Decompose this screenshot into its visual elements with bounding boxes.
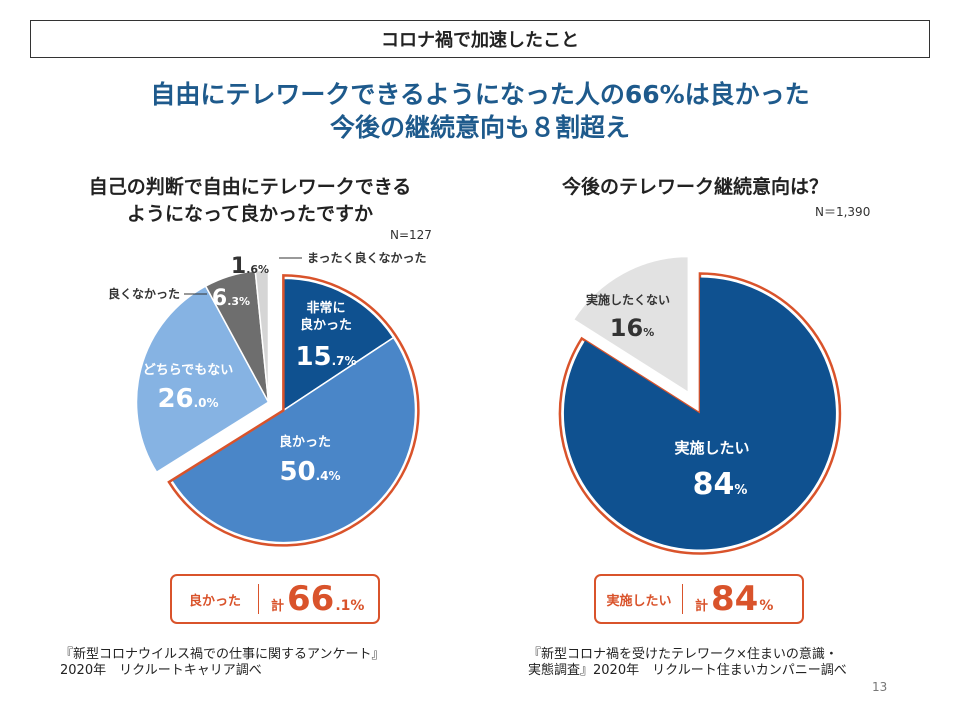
slice-value-very-bad: 1.6%: [231, 254, 269, 279]
slice-label-very-good: 非常に: [306, 300, 345, 316]
slice-value-good: 50.4%: [279, 457, 340, 487]
slice-label-yes: 実施したい: [674, 439, 749, 457]
page-number: 13: [872, 680, 888, 694]
left-pie-slice: [135, 285, 270, 474]
right-source-line2: 実態調査』2020年 リクルート住まいカンパニー調べ: [528, 663, 847, 678]
slice-value-yes: 84%: [693, 467, 748, 502]
right-summary-box: 実施したい 計 84 %: [594, 574, 804, 624]
left-sample-size: N=127: [390, 228, 432, 242]
left-chart-title: 自己の判断で自由にテレワークできる ようになって良かったですか: [30, 174, 470, 228]
left-summary-divider: [258, 584, 259, 614]
right-summary-int: 84: [711, 579, 759, 619]
left-source-line2: 2020年 リクルートキャリア調べ: [60, 663, 262, 678]
left-summary-kei: 計: [271, 599, 285, 614]
right-source-line1: 『新型コロナ禍を受けたテレワーク×住まいの意識・: [528, 647, 838, 662]
left-summary-int: 66: [287, 579, 335, 619]
left-summary-label: 良かった: [188, 593, 241, 609]
left-pie-chart: 非常に良かった15.7%良かった50.4%どちらでもない26.0%6.3%良くな…: [108, 250, 427, 547]
right-pie-slice: [563, 277, 836, 550]
slice-label-good: 良かった: [279, 434, 331, 450]
right-source-note: 『新型コロナ禍を受けたテレワーク×住まいの意識・ 実態調査』2020年 リクルー…: [528, 647, 847, 679]
slice-label-very-bad: まったく良くなかった: [307, 250, 427, 265]
right-summary-divider: [682, 584, 683, 614]
left-pie-slice: [170, 336, 417, 544]
left-chart-title-line1: 自己の判断で自由にテレワークできる: [88, 176, 412, 198]
slice-value-neutral: 26.0%: [157, 384, 218, 414]
slice-value-no: 16%: [610, 314, 654, 342]
slice-label-very-good: 良かった: [300, 317, 352, 333]
headline-line2: 今後の継続意向も８割超え: [329, 113, 630, 142]
left-source-line1: 『新型コロナウイルス禍での仕事に関するアンケート』: [60, 647, 385, 662]
right-summary-kei: 計: [695, 599, 709, 614]
left-source-note: 『新型コロナウイルス禍での仕事に関するアンケート』 2020年 リクルートキャリ…: [60, 647, 384, 679]
right-chart-title: 今後のテレワーク継続意向は？: [561, 176, 828, 198]
slice-value-bad: 6.3%: [212, 286, 250, 311]
section-banner: コロナ禍で加速したこと: [30, 20, 930, 58]
left-pie-highlight-outline: [167, 274, 420, 547]
slice-label-no: 実施したくない: [586, 292, 670, 307]
left-summary-box: 良かった 計 66 .1%: [170, 574, 380, 624]
slice-value-very-good: 15.7%: [295, 342, 356, 372]
headline: 自由にテレワークできるようになった人の66%は良かった 今後の継続意向も８割超え: [0, 78, 960, 144]
left-summary-total: 計 66 .1%: [259, 582, 364, 616]
right-summary-label: 実施したい: [606, 593, 672, 609]
right-pie-chart: 実施したい 84% 実施したくない 16%: [558, 255, 842, 555]
right-sample-size: N＝1,390: [815, 205, 871, 219]
left-summary-dec: .1%: [335, 598, 365, 614]
right-summary-total: 計 84 %: [683, 582, 773, 616]
left-chart-title-line2: ようになって良かったですか: [126, 203, 374, 225]
right-summary-dec: %: [759, 598, 774, 614]
left-pie-slice: [254, 269, 270, 403]
slice-label-bad: 良くなかった: [108, 286, 180, 301]
left-pie-slice: [282, 277, 395, 412]
right-pie-slice: [572, 255, 690, 394]
headline-line1: 自由にテレワークできるようになった人の66%は良かった: [150, 80, 810, 109]
slice-label-neutral: どちらでもない: [143, 363, 234, 378]
